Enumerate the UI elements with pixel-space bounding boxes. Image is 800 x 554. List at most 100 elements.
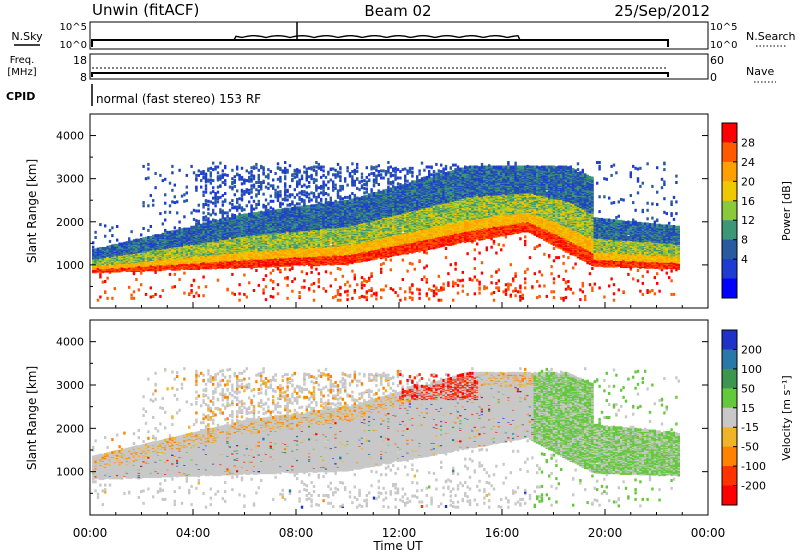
- backscatter-cell: [214, 165, 217, 169]
- backscatter-cell: [116, 243, 119, 247]
- nsky-label: N.Sky: [11, 30, 43, 43]
- backscatter-cell: [224, 182, 227, 186]
- backscatter-cell: [195, 177, 198, 181]
- backscatter-cell: [144, 177, 148, 181]
- backscatter-cell: [238, 283, 241, 287]
- backscatter-cell: [252, 174, 256, 178]
- backscatter-cell: [104, 262, 107, 266]
- backscatter-cell: [255, 193, 258, 197]
- backscatter-cell: [272, 184, 275, 188]
- backscatter-cell: [252, 207, 256, 211]
- backscatter-cell: [202, 261, 205, 265]
- backscatter-cell: [123, 246, 126, 250]
- backscatter-cell: [147, 228, 150, 232]
- backscatter-cell: [245, 188, 248, 192]
- backscatter-cell: [135, 238, 138, 242]
- backscatter-cell: [197, 209, 200, 213]
- backscatter-cell: [240, 206, 244, 210]
- backscatter-cell: [286, 276, 289, 280]
- backscatter-cell: [272, 261, 275, 265]
- backscatter-cell: [267, 186, 270, 190]
- backscatter-cell: [243, 190, 246, 194]
- backscatter-cell: [219, 161, 222, 165]
- backscatter-cell: [190, 283, 193, 287]
- nave-tick-bottom: 0: [710, 71, 717, 84]
- backscatter-cell: [228, 208, 232, 212]
- backscatter-cell: [286, 296, 289, 300]
- backscatter-cell: [284, 207, 287, 211]
- backscatter-cell: [276, 292, 280, 296]
- backscatter-cell: [164, 228, 167, 232]
- backscatter-cell: [173, 183, 176, 187]
- backscatter-cell: [161, 232, 164, 236]
- backscatter-cell: [243, 213, 246, 217]
- backscatter-cell: [152, 266, 155, 270]
- backscatter-cell: [284, 166, 287, 170]
- backscatter-cell: [183, 291, 186, 295]
- backscatter-cell: [269, 206, 272, 210]
- backscatter-cell: [125, 241, 128, 245]
- backscatter-cell: [288, 268, 292, 272]
- backscatter-cell: [154, 270, 157, 274]
- backscatter-cell: [224, 192, 227, 195]
- backscatter-cell: [159, 212, 162, 216]
- backscatter-cell: [224, 164, 227, 168]
- backscatter-cell: [250, 190, 253, 194]
- backscatter-cell: [156, 253, 160, 257]
- backscatter-cell: [190, 251, 193, 255]
- backscatter-cell: [260, 187, 263, 191]
- backscatter-cell: [214, 219, 217, 223]
- freq-tick-top: 18: [73, 54, 87, 67]
- backscatter-cell: [147, 176, 150, 180]
- backscatter-cell: [202, 222, 205, 226]
- backscatter-cell: [173, 201, 176, 205]
- backscatter-cell: [173, 285, 176, 289]
- backscatter-cell: [274, 235, 277, 239]
- backscatter-cell: [231, 177, 234, 181]
- backscatter-cell: [204, 218, 208, 222]
- backscatter-cell: [171, 230, 174, 234]
- backscatter-cell: [152, 234, 155, 238]
- backscatter-cell: [236, 197, 239, 201]
- backscatter-cell: [176, 261, 179, 265]
- backscatter-cell: [202, 216, 205, 219]
- backscatter-cell: [188, 292, 191, 296]
- backscatter-cell: [195, 249, 198, 253]
- backscatter-cell: [180, 228, 184, 232]
- backscatter-cell: [142, 164, 145, 168]
- backscatter-cell: [106, 245, 109, 249]
- backscatter-cell: [188, 227, 191, 231]
- backscatter-cell: [164, 193, 167, 197]
- backscatter-cell: [219, 218, 222, 222]
- backscatter-cell: [204, 222, 208, 226]
- backscatter-cell: [192, 278, 196, 282]
- backscatter-cell: [166, 230, 169, 234]
- backscatter-cell: [231, 203, 234, 206]
- backscatter-cell: [202, 205, 205, 209]
- backscatter-cell: [231, 272, 234, 276]
- backscatter-cell: [216, 165, 220, 169]
- backscatter-cell: [130, 293, 133, 297]
- backscatter-cell: [236, 189, 239, 193]
- backscatter-cell: [108, 239, 112, 243]
- backscatter-cell: [243, 178, 246, 182]
- backscatter-cell: [276, 283, 280, 287]
- backscatter-cell: [250, 195, 253, 199]
- backscatter-cell: [142, 227, 145, 230]
- backscatter-cell: [161, 258, 164, 261]
- backscatter-cell: [255, 269, 258, 272]
- backscatter-cell: [152, 199, 155, 203]
- backscatter-cell: [171, 188, 174, 192]
- backscatter-cell: [200, 223, 203, 227]
- backscatter-cell: [233, 175, 236, 179]
- backscatter-cell: [233, 292, 236, 296]
- backscatter-cell: [269, 210, 272, 214]
- backscatter-cell: [272, 207, 275, 211]
- backscatter-cell: [183, 271, 186, 275]
- backscatter-cell: [185, 173, 188, 177]
- backscatter-cell: [190, 225, 193, 229]
- backscatter-cell: [202, 275, 205, 279]
- backscatter-cell: [173, 226, 176, 230]
- backscatter-cell: [149, 225, 152, 228]
